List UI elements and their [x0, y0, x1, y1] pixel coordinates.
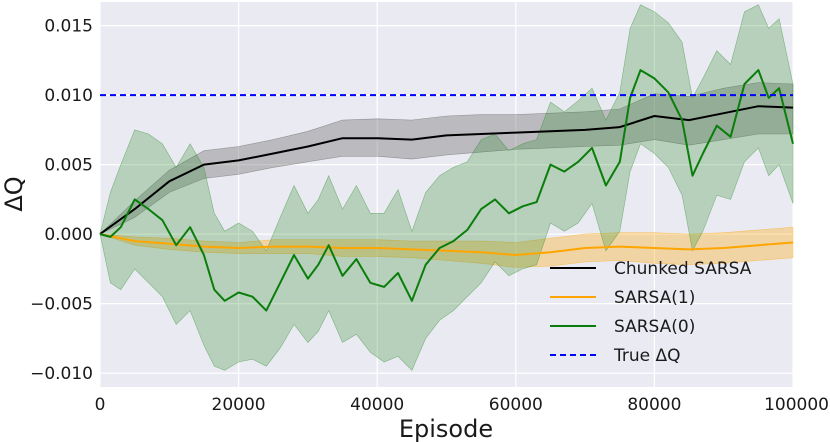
y-tick-label: −0.010 — [30, 364, 93, 384]
line-sarsa-0- — [99, 69, 794, 312]
y-tick-label: −0.005 — [30, 295, 93, 315]
x-tick-label: 60000 — [489, 395, 543, 415]
gridlines — [99, 2, 794, 387]
legend: Chunked SARSA SARSA(1) SARSA(0) True ΔQ — [550, 259, 752, 366]
x-axis-label: Episode — [399, 415, 493, 442]
legend-label: SARSA(0) — [614, 317, 695, 337]
legend-label: True ΔQ — [613, 346, 681, 366]
y-tick-label: 0.005 — [44, 156, 93, 176]
band-sarsa-1- — [99, 226, 794, 268]
y-tick-label: 0.000 — [44, 225, 93, 245]
legend-label: SARSA(1) — [614, 288, 695, 308]
legend-label: Chunked SARSA — [614, 259, 752, 279]
x-tick-label: 0 — [95, 395, 106, 415]
x-tick-label: 100000 — [764, 395, 829, 415]
y-axis-ticks: −0.010 −0.005 0.000 0.005 0.010 0.015 — [30, 17, 93, 384]
x-axis-ticks: 0 20000 40000 60000 80000 100000 — [95, 395, 829, 415]
line-sarsa-1- — [99, 233, 794, 256]
confidence-bands — [99, 4, 794, 371]
series-lines — [99, 69, 794, 312]
y-tick-label: 0.010 — [44, 86, 93, 106]
y-axis-label: ΔQ — [0, 176, 28, 211]
y-tick-label: 0.015 — [44, 17, 93, 37]
plot-background — [100, 2, 793, 387]
x-tick-label: 40000 — [350, 395, 404, 415]
x-tick-label: 80000 — [627, 395, 681, 415]
line-chunked-sarsa — [99, 105, 794, 235]
x-tick-label: 20000 — [212, 395, 266, 415]
